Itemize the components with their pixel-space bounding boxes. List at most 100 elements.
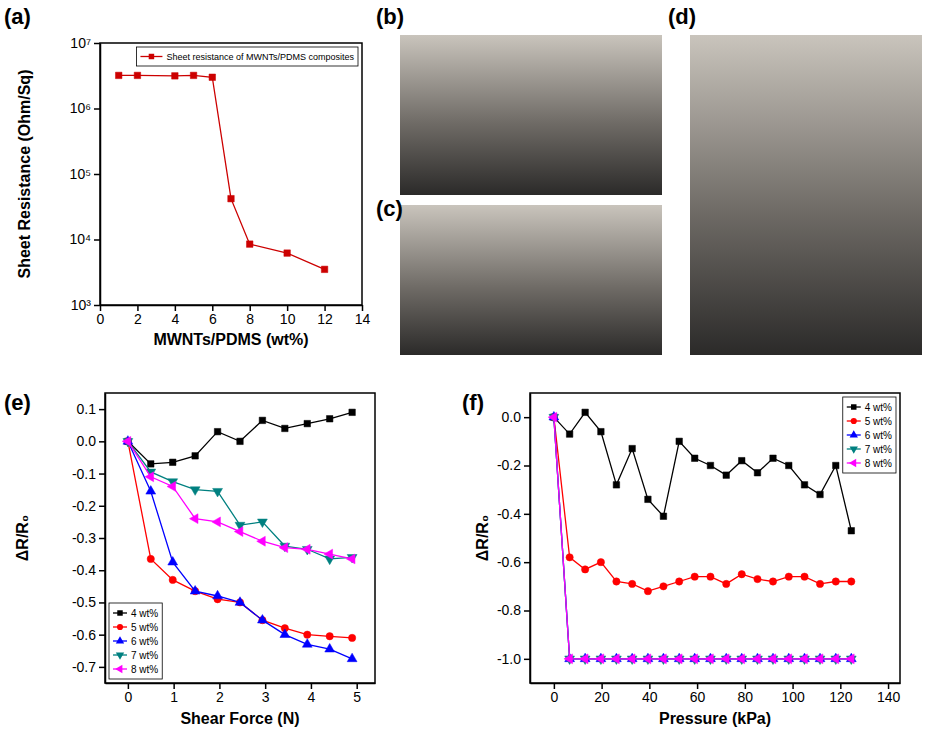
data-point <box>259 417 265 423</box>
x-tick: 60 <box>690 683 706 705</box>
y-tick-mark <box>99 441 105 443</box>
x-tick-label: 1 <box>170 689 178 705</box>
photo-placeholder <box>400 35 662 195</box>
y-tick-label: -0.4 <box>497 506 521 522</box>
data-point <box>754 470 760 476</box>
data-point <box>213 488 223 497</box>
series-line <box>119 75 325 269</box>
y-tick-label: 10⁶ <box>70 100 91 116</box>
y-tick-mark <box>524 514 530 516</box>
data-point <box>167 482 176 492</box>
legend-label: 7 wt% <box>131 650 158 661</box>
y-tick-label: 10⁷ <box>70 35 91 51</box>
legend-entry: 4 wt% <box>847 402 892 413</box>
y-tick: -0.4 <box>72 562 105 578</box>
photo-panel: (c) <box>376 196 662 355</box>
data-point <box>190 487 200 496</box>
x-tick: 140 <box>877 683 901 705</box>
series-line <box>554 417 851 659</box>
y-tick-label: -0.2 <box>72 498 96 514</box>
y-tick-mark <box>99 570 105 572</box>
x-tick: 10 <box>280 305 296 327</box>
y-tick-label: -0.4 <box>72 562 96 578</box>
data-point <box>566 554 573 561</box>
data-point <box>237 438 243 444</box>
legend-marker <box>849 459 856 467</box>
y-tick: 10⁶ <box>70 100 100 116</box>
data-point <box>257 519 267 528</box>
data-point <box>326 633 333 640</box>
data-point <box>783 654 792 664</box>
x-tick-label: 0 <box>550 689 558 705</box>
plot-frame <box>100 43 362 305</box>
x-tick-label: 6 <box>209 311 217 327</box>
legend-box <box>109 603 162 679</box>
legend-entry: 4 wt% <box>113 608 158 619</box>
legend-label: 5 wt% <box>131 622 158 633</box>
y-tick: -0.6 <box>497 554 530 570</box>
y-tick-mark <box>99 634 105 636</box>
legend-marker <box>851 418 857 424</box>
data-point <box>280 629 290 638</box>
data-point <box>767 654 776 664</box>
y-tick-mark <box>524 417 530 419</box>
series-line <box>554 412 851 530</box>
legend-label: 4 wt% <box>131 608 158 619</box>
y-tick-mark <box>94 239 100 241</box>
x-axis-line <box>531 683 901 685</box>
data-point <box>349 409 355 415</box>
y-tick: 10⁵ <box>70 166 100 182</box>
data-point <box>347 554 357 563</box>
y-tick: -0.8 <box>497 602 530 618</box>
data-point <box>172 73 178 79</box>
y-tick-mark <box>94 43 100 45</box>
y-tick-mark <box>99 667 105 669</box>
panel-label: (b) <box>376 4 404 29</box>
plot-frame <box>105 393 375 683</box>
data-point <box>279 543 288 553</box>
data-point <box>785 573 792 580</box>
legend-marker <box>149 54 154 59</box>
data-point <box>115 72 121 78</box>
data-point <box>347 653 357 662</box>
y-tick-mark <box>99 602 105 604</box>
legend-box <box>843 397 896 473</box>
data-point <box>629 445 635 451</box>
x-axis: 020406080100120140 <box>531 683 901 705</box>
x-tick-label: 120 <box>829 689 853 705</box>
y-tick-mark <box>94 174 100 176</box>
legend-entry: Sheet resistance of MWNTs/PDMS composite… <box>140 52 354 62</box>
x-tick: 1 <box>170 683 178 705</box>
legend-label: 6 wt% <box>131 636 158 647</box>
y-axis-title: Sheet Resistance (Ohm/Sq) <box>16 70 33 279</box>
legend-label: 8 wt% <box>131 664 158 675</box>
panel-label: (a) <box>4 4 31 29</box>
data-point <box>833 462 839 468</box>
x-axis-line <box>101 305 363 307</box>
x-tick: 4 <box>308 683 316 705</box>
data-point <box>213 590 223 599</box>
x-axis: 02468101214 <box>97 305 371 327</box>
y-axis-title: ΔR/R₀ <box>474 515 491 561</box>
legend-entry: 6 wt% <box>113 636 158 647</box>
y-tick: -1.0 <box>497 651 530 667</box>
y-tick-label: 0.0 <box>502 409 522 425</box>
legend-marker <box>115 665 122 673</box>
data-point <box>644 588 651 595</box>
data-point <box>234 527 243 537</box>
x-tick-label: 80 <box>738 689 754 705</box>
data-point <box>192 453 198 459</box>
data-point <box>122 436 131 446</box>
data-point <box>348 634 355 641</box>
data-point <box>304 420 310 426</box>
data-point <box>189 514 198 524</box>
x-tick: 40 <box>642 683 658 705</box>
legend-entry: 6 wt% <box>847 430 892 441</box>
data-point <box>799 654 808 664</box>
x-tick-label: 3 <box>262 689 270 705</box>
y-tick: -0.4 <box>497 506 530 522</box>
data-point <box>582 409 588 415</box>
legend: 4 wt%5 wt%6 wt%7 wt%8 wt% <box>843 397 896 473</box>
photo-placeholder <box>690 35 922 355</box>
plot-data <box>548 409 856 664</box>
